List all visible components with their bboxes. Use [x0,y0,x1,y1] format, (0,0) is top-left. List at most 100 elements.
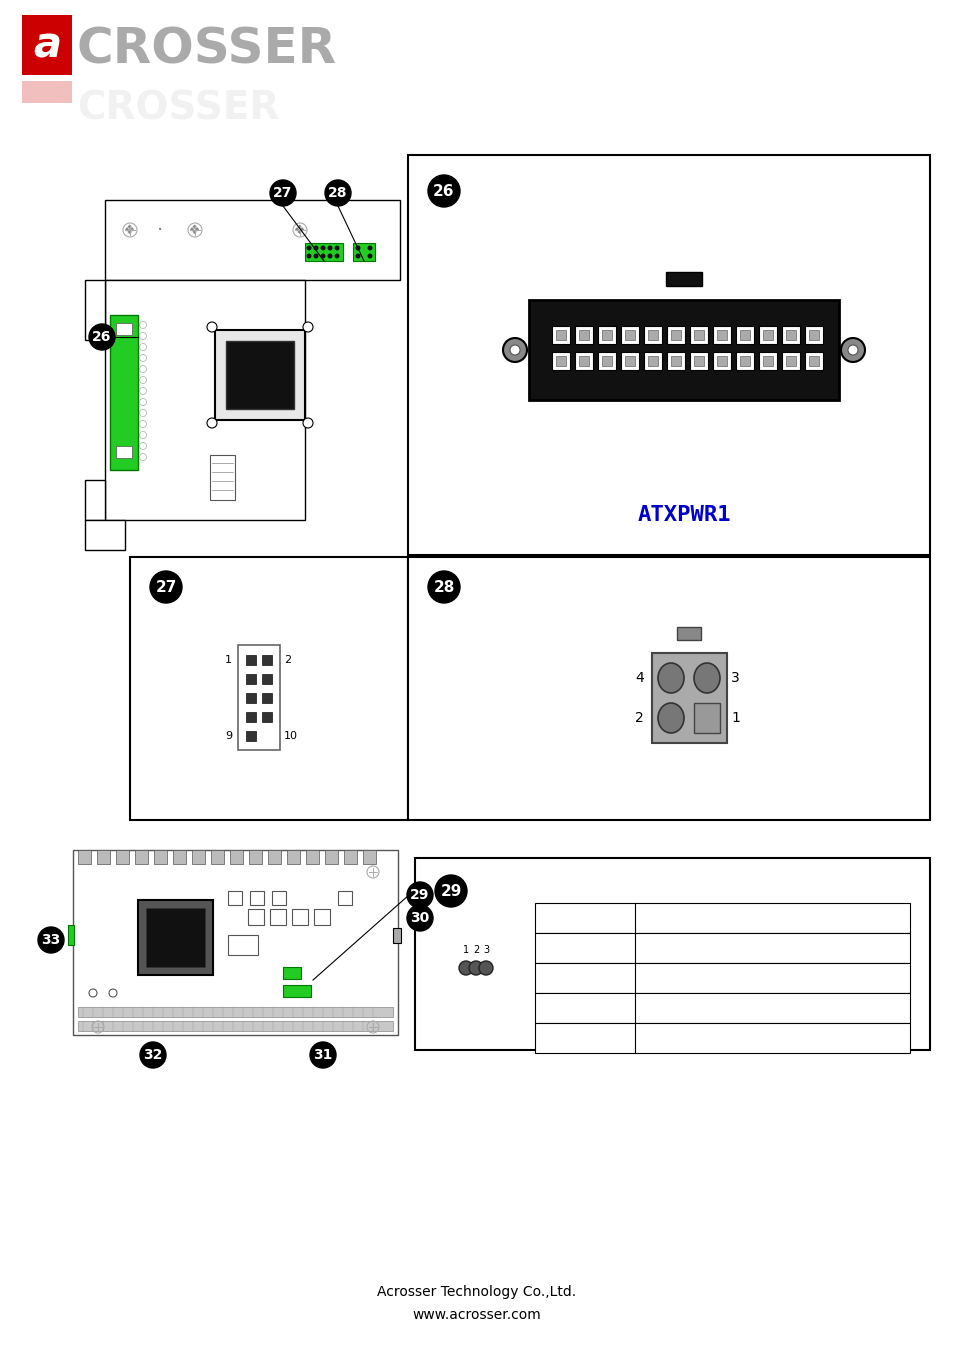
Bar [781,352,800,370]
Bar [665,271,701,286]
Bar [651,653,726,742]
Bar [105,279,305,520]
Circle shape [139,355,147,362]
Bar [667,325,685,344]
FancyBboxPatch shape [22,15,71,76]
Circle shape [139,343,147,351]
Bar [809,356,819,366]
Circle shape [38,927,64,953]
Circle shape [89,324,115,350]
Text: 30: 30 [410,911,429,925]
Bar [552,352,570,370]
Circle shape [139,454,147,460]
FancyBboxPatch shape [22,81,71,103]
Bar [648,329,658,340]
Text: a: a [33,24,61,66]
Bar [268,850,281,864]
Bar [246,674,255,684]
Circle shape [841,338,864,362]
Bar [262,711,272,722]
Circle shape [207,418,216,428]
Circle shape [139,443,147,450]
Text: CROSSER: CROSSER [77,90,279,128]
Text: 26: 26 [433,184,455,198]
Bar [283,967,301,979]
Bar [529,300,838,400]
Circle shape [306,246,312,251]
Bar [677,626,700,640]
Bar [306,850,318,864]
Bar [804,325,822,344]
Text: 2: 2 [473,945,478,954]
Text: 27: 27 [273,186,293,200]
Bar [408,155,929,555]
Bar [262,674,272,684]
Text: 1: 1 [462,945,469,954]
Bar [262,693,272,703]
Bar [68,925,74,945]
Bar [230,850,243,864]
Circle shape [207,323,216,332]
Bar [671,356,680,366]
Circle shape [435,875,467,907]
Circle shape [407,882,433,909]
Bar [249,850,262,864]
Circle shape [150,571,182,603]
Circle shape [140,1042,166,1068]
Text: www.acrosser.com: www.acrosser.com [413,1308,540,1322]
Bar [246,693,255,703]
Bar [759,352,777,370]
Circle shape [139,332,147,339]
Bar [226,342,294,409]
Bar [648,356,658,366]
Text: 10: 10 [284,730,297,741]
Bar [138,900,213,975]
Circle shape [270,180,295,207]
Bar [228,891,242,904]
Bar [135,850,148,864]
Bar [556,356,566,366]
Circle shape [502,338,526,362]
Bar [556,329,566,340]
Circle shape [335,254,339,258]
Circle shape [320,254,325,258]
Text: 29: 29 [410,888,429,902]
Circle shape [428,571,459,603]
Bar [575,325,593,344]
Bar [363,850,375,864]
Ellipse shape [658,663,683,693]
Text: 3: 3 [730,671,739,684]
Text: Acrosser Technology Co.,Ltd.: Acrosser Technology Co.,Ltd. [377,1285,576,1299]
Circle shape [303,323,313,332]
Bar [620,325,639,344]
Bar [192,850,205,864]
Circle shape [139,409,147,417]
Bar [690,325,708,344]
Bar [78,1021,393,1031]
Bar [535,994,909,1023]
Text: 29: 29 [440,883,461,899]
Bar [625,356,635,366]
Circle shape [306,254,312,258]
Bar [246,655,255,666]
Circle shape [109,990,117,998]
Bar [535,963,909,994]
Circle shape [327,246,333,251]
Bar [353,243,375,261]
Text: 1: 1 [730,711,740,725]
Text: ❖: ❖ [190,224,200,236]
Circle shape [510,346,519,355]
Text: 3: 3 [482,945,489,954]
Circle shape [314,246,318,251]
Circle shape [139,377,147,383]
Bar [246,730,255,741]
Bar [694,329,703,340]
Circle shape [139,420,147,428]
Bar [671,329,680,340]
Bar [578,356,589,366]
Bar [535,933,909,963]
Text: 26: 26 [92,329,112,344]
Circle shape [139,432,147,439]
Circle shape [139,321,147,328]
Bar [736,352,754,370]
